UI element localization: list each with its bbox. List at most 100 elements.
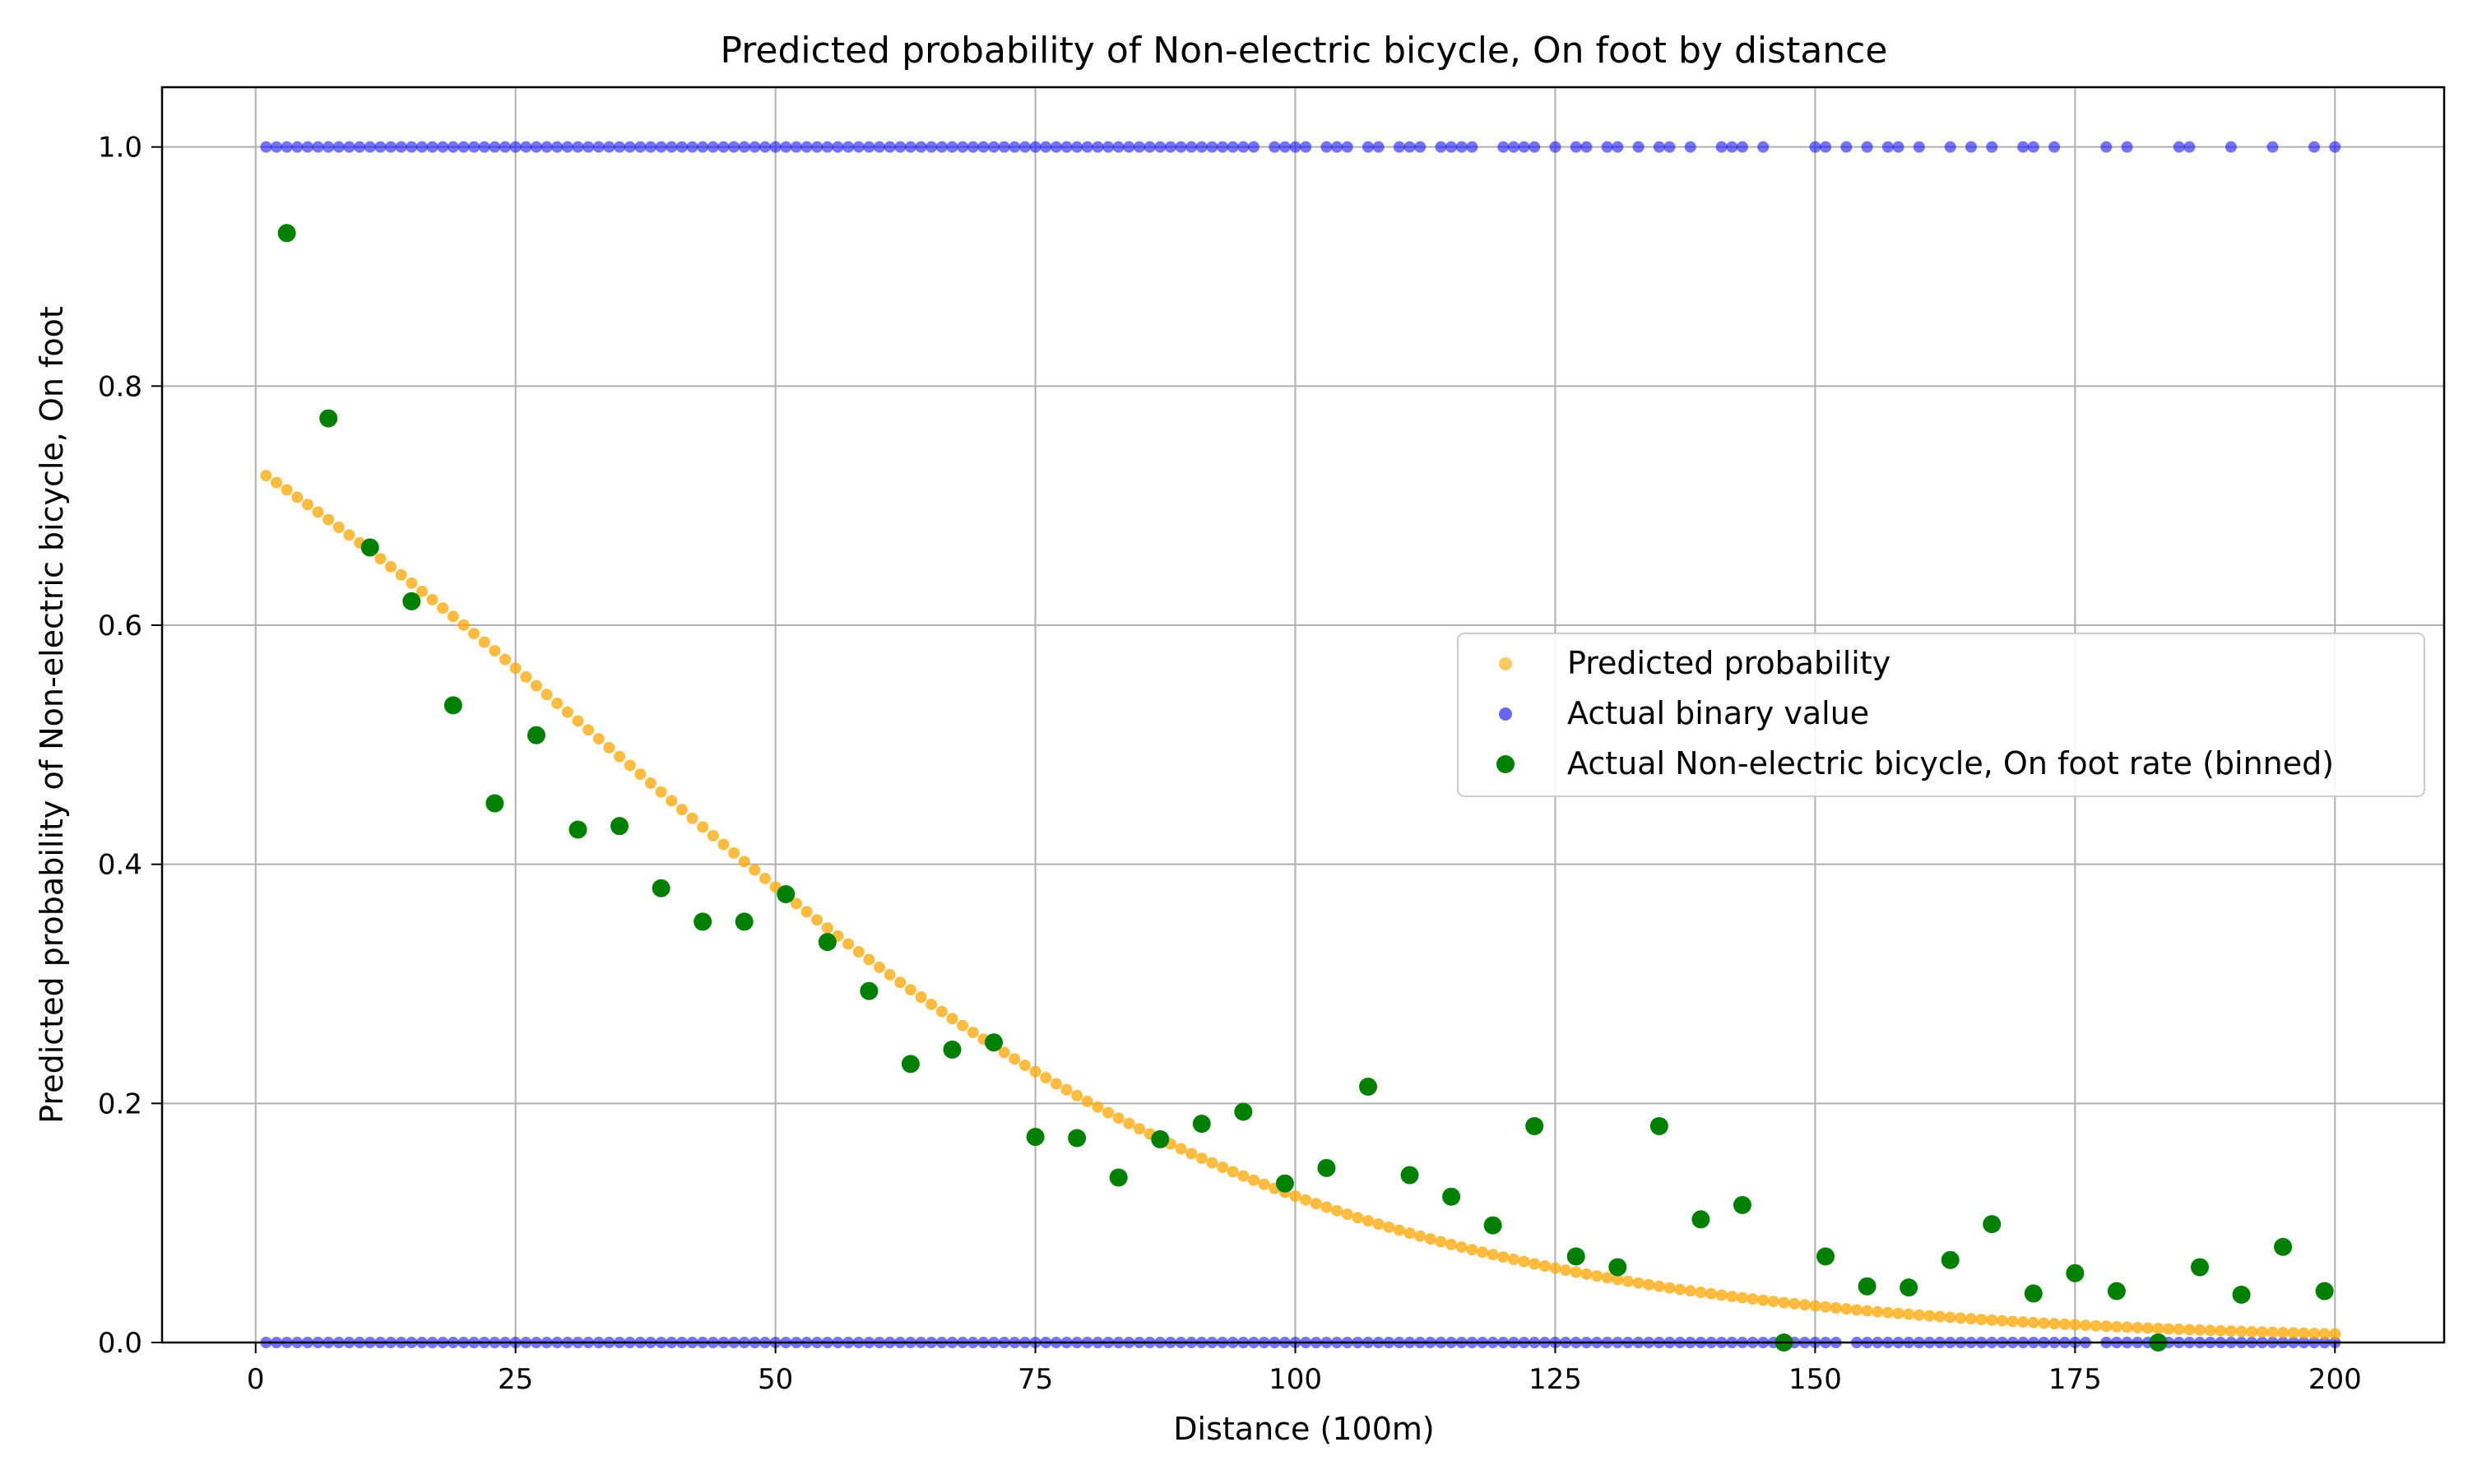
predicted-point — [1310, 1198, 1322, 1210]
binned-point — [443, 696, 462, 715]
predicted-point — [1944, 1311, 1956, 1324]
binned-point — [860, 981, 879, 1000]
x-tick-label: 50 — [758, 1363, 793, 1396]
predicted-point — [811, 914, 823, 926]
actual-point-one — [967, 141, 979, 153]
actual-point-one — [946, 141, 958, 153]
predicted-point — [1903, 1308, 1915, 1320]
predicted-point — [1071, 1089, 1083, 1101]
predicted-point — [842, 938, 855, 950]
predicted-point — [2287, 1327, 2299, 1339]
predicted-point — [1840, 1303, 1853, 1315]
actual-point-one — [1112, 141, 1125, 153]
predicted-point — [2256, 1326, 2268, 1338]
actual-point-one — [1632, 141, 1645, 153]
actual-point-one — [655, 141, 667, 153]
predicted-point — [322, 513, 335, 526]
actual-point-one — [666, 141, 678, 153]
actual-point-one — [1247, 141, 1260, 153]
binned-point — [1275, 1174, 1294, 1193]
actual-point-one — [1663, 141, 1676, 153]
actual-point-one — [2224, 141, 2237, 153]
predicted-point — [1747, 1293, 1759, 1305]
predicted-point — [863, 953, 875, 966]
predicted-point — [1850, 1304, 1863, 1316]
predicted-point — [1123, 1117, 1135, 1129]
predicted-point — [1538, 1259, 1551, 1272]
predicted-point — [1383, 1221, 1395, 1233]
predicted-point — [1518, 1255, 1530, 1268]
binned-point — [1816, 1247, 1835, 1266]
predicted-point — [1923, 1310, 1936, 1322]
predicted-point — [1403, 1227, 1416, 1240]
predicted-point — [1217, 1162, 1229, 1174]
predicted-point — [1934, 1310, 1946, 1323]
predicted-point — [1040, 1072, 1052, 1084]
predicted-point — [2121, 1321, 2133, 1333]
actual-point-one — [1331, 141, 1343, 153]
binned-point — [1566, 1247, 1585, 1266]
predicted-point — [2069, 1319, 2081, 1331]
actual-point-one — [312, 141, 324, 153]
predicted-point — [666, 795, 678, 807]
actual-point-one — [1986, 141, 1998, 153]
actual-point-one — [1455, 141, 1468, 153]
predicted-point — [2173, 1323, 2185, 1335]
predicted-point — [1570, 1266, 1582, 1278]
actual-point-one — [540, 141, 553, 153]
predicted-point — [1653, 1280, 1665, 1292]
actual-point-one — [1601, 141, 1613, 153]
predicted-point — [1175, 1143, 1187, 1155]
actual-point-one — [1185, 141, 1198, 153]
predicted-point — [271, 476, 283, 489]
actual-point-one — [728, 141, 740, 153]
chart-title: Predicted probability of Non-electric bi… — [721, 30, 1888, 72]
y-tick-label: 1.0 — [98, 132, 142, 165]
predicted-point — [675, 804, 688, 816]
actual-point-one — [2308, 141, 2321, 153]
predicted-point — [904, 984, 916, 996]
binned-point — [735, 912, 754, 931]
binned-point — [319, 409, 338, 428]
predicted-point — [260, 470, 272, 482]
predicted-point — [374, 553, 387, 565]
actual-point-one — [437, 141, 449, 153]
actual-point-one — [935, 141, 948, 153]
actual-point-one — [1289, 141, 1301, 153]
actual-point-one — [260, 141, 272, 153]
predicted-point — [1227, 1166, 1239, 1178]
predicted-point — [1632, 1277, 1645, 1289]
actual-point-one — [1164, 141, 1176, 153]
predicted-point — [406, 577, 418, 589]
actual-point-one — [354, 141, 366, 153]
predicted-point — [1455, 1241, 1468, 1254]
actual-point-one — [478, 141, 490, 153]
binned-point — [818, 933, 837, 952]
predicted-point — [415, 585, 428, 597]
predicted-point — [1715, 1289, 1728, 1301]
actual-point-one — [1414, 141, 1427, 153]
predicted-point — [1788, 1297, 1801, 1310]
actual-point-one — [322, 141, 335, 153]
actual-point-one — [884, 141, 896, 153]
predicted-point — [437, 602, 449, 614]
predicted-point — [884, 969, 896, 981]
actual-point-one — [1612, 141, 1624, 153]
predicted-point — [2204, 1324, 2216, 1337]
actual-point-one — [1341, 141, 1353, 153]
x-tick-label: 25 — [498, 1363, 533, 1396]
predicted-point — [894, 976, 907, 989]
predicted-point — [1289, 1190, 1301, 1203]
x-axis-label: Distance (100m) — [1173, 1411, 1434, 1447]
predicted-point — [478, 636, 490, 648]
actual-point-one — [1081, 141, 1093, 153]
predicted-point — [2038, 1317, 2050, 1329]
predicted-point — [1414, 1230, 1427, 1242]
binned-point — [1192, 1115, 1211, 1134]
actual-point-one — [821, 141, 833, 153]
actual-point-one — [1050, 141, 1062, 153]
predicted-point — [2141, 1322, 2154, 1334]
binned-point — [2274, 1237, 2293, 1256]
actual-point-one — [697, 141, 709, 153]
binned-point — [1941, 1250, 1960, 1269]
